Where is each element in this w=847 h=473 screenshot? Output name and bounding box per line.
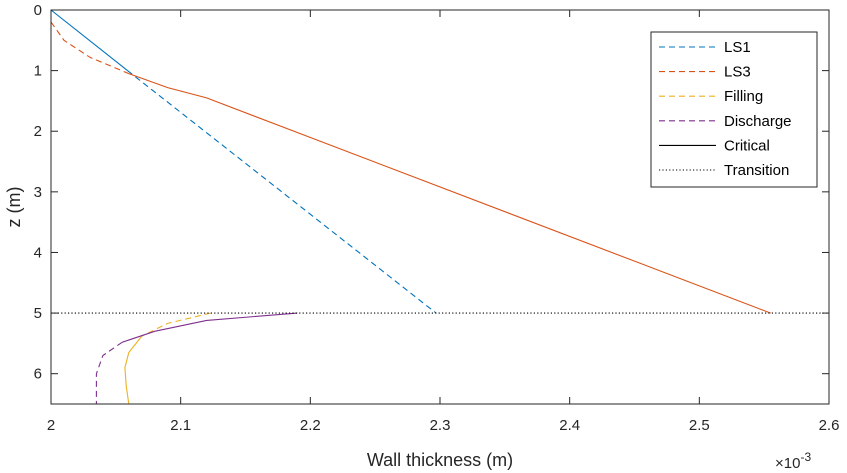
legend-label-critical: Critical <box>724 137 770 154</box>
y-tick-label: 4 <box>34 244 42 261</box>
series-line-ls3 <box>128 73 771 314</box>
y-tick-label: 1 <box>34 63 42 80</box>
x-tick-label: 2 <box>47 417 55 434</box>
x-tick-label: 2.3 <box>430 417 451 434</box>
y-tick-label: 5 <box>34 305 42 322</box>
x-tick-label: 2.4 <box>559 417 580 434</box>
y-tick-label: 3 <box>34 184 42 201</box>
series-line-filling <box>141 312 211 337</box>
series-layer <box>50 9 829 405</box>
x-exponent-label: ×10-3 <box>775 450 811 472</box>
y-tick-label: 0 <box>34 2 42 19</box>
x-ticks: 2 2.1 2.2 2.3 2.4 2.5 2.6 <box>47 10 840 434</box>
series-line-discharge <box>95 341 123 404</box>
series-discharge <box>95 312 298 404</box>
x-exponent-base: ×10 <box>775 455 800 472</box>
series-line-ls1 <box>127 70 437 314</box>
y-tick-label: 6 <box>34 366 42 383</box>
legend-label-ls3: LS3 <box>724 64 751 81</box>
series-line-discharge <box>122 312 298 343</box>
legend-box <box>650 31 818 188</box>
series-ls3 <box>50 21 771 314</box>
legend-label-discharge: Discharge <box>724 113 792 130</box>
x-tick-label: 2.5 <box>689 417 710 434</box>
series-line-ls3 <box>50 21 130 75</box>
legend-label-transition: Transition <box>724 162 789 179</box>
series-ls1 <box>50 9 437 314</box>
legend-label-filling: Filling <box>724 88 763 105</box>
x-exponent-power: -3 <box>800 450 811 464</box>
series-line-ls1 <box>50 9 128 72</box>
x-tick-label: 2.6 <box>819 417 840 434</box>
legend-items: LS1 LS3 Filling Discharge Critical Transition <box>659 39 792 179</box>
x-tick-label: 2.2 <box>300 417 321 434</box>
legend-label-ls1: LS1 <box>724 39 751 56</box>
series-filling <box>124 312 211 405</box>
legend: LS1 LS3 Filling Discharge Critical Transition <box>650 31 818 188</box>
y-axis-label: z (m) <box>4 187 24 228</box>
y-ticks: 0 1 2 3 4 5 6 <box>34 2 829 383</box>
x-axis-label: Wall thickness (m) <box>367 450 513 470</box>
series-line-filling <box>124 335 143 405</box>
x-tick-label: 2.1 <box>170 417 191 434</box>
y-tick-label: 2 <box>34 123 42 140</box>
